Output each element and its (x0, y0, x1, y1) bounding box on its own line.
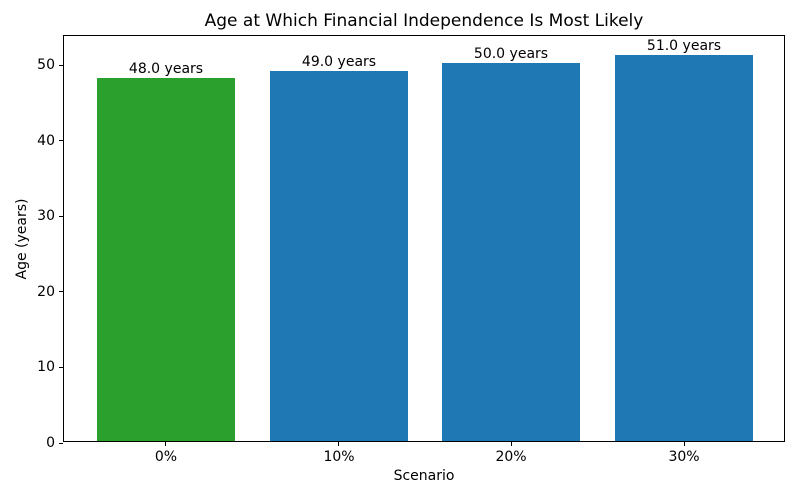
y-tick-mark (59, 64, 63, 66)
y-tick-mark (59, 442, 63, 444)
y-axis-label: Age (years) (14, 198, 30, 280)
y-tick-label: 10 (37, 359, 55, 376)
y-tick-mark (59, 366, 63, 368)
bar-value-label: 51.0 years (646, 38, 722, 54)
x-tick-label: 20% (495, 449, 527, 465)
bar-20% (442, 63, 580, 441)
y-tick-label: 40 (37, 132, 55, 149)
y-tick-mark (59, 140, 63, 142)
bar-value-label: 50.0 years (473, 46, 549, 62)
bar-30% (615, 55, 753, 441)
x-tick-mark (165, 442, 166, 446)
bar-10% (270, 71, 408, 441)
x-tick-mark (338, 442, 339, 446)
bar-value-label: 49.0 years (301, 54, 377, 70)
x-tick-label: 30% (668, 449, 700, 465)
x-tick-label: 0% (154, 449, 178, 465)
x-tick-label: 10% (323, 449, 355, 465)
plot-area: 0 10 20 30 40 50 48.0 years 0% 49.0 years 10% 50.0… (37, 35, 785, 465)
y-tick-label: 20 (37, 283, 55, 300)
chart-title: Age at Which Financial Independence Is M… (204, 11, 644, 31)
y-tick-mark (59, 215, 63, 217)
y-tick-label: 50 (37, 57, 55, 74)
y-tick-label: 30 (37, 208, 55, 225)
x-tick-mark (511, 442, 512, 446)
x-axis-label: Scenario (393, 468, 455, 484)
bar-0% (97, 78, 235, 441)
y-tick-mark (59, 291, 63, 293)
y-tick-label: 0 (46, 435, 55, 451)
bar-value-label: 48.0 years (128, 61, 204, 77)
x-tick-mark (684, 442, 685, 446)
